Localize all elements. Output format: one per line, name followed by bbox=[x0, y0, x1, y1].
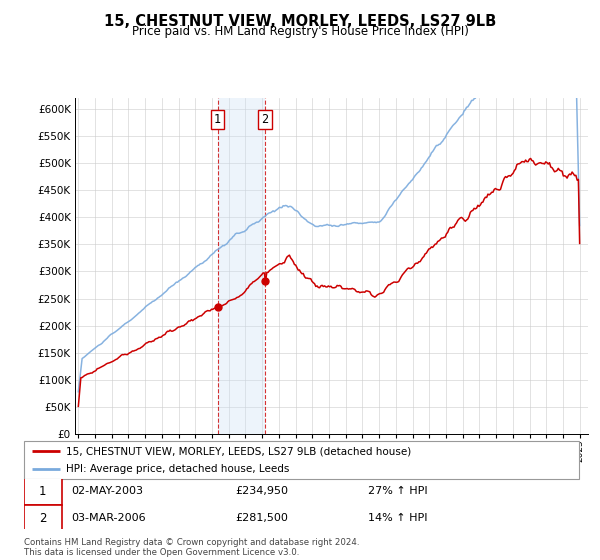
Text: 03-MAR-2006: 03-MAR-2006 bbox=[71, 513, 146, 523]
FancyBboxPatch shape bbox=[24, 478, 62, 505]
Bar bbox=[218, 98, 265, 434]
FancyBboxPatch shape bbox=[24, 505, 62, 531]
Text: 2: 2 bbox=[262, 113, 269, 126]
Text: 15, CHESTNUT VIEW, MORLEY, LEEDS, LS27 9LB (detached house): 15, CHESTNUT VIEW, MORLEY, LEEDS, LS27 9… bbox=[65, 446, 411, 456]
Text: Contains HM Land Registry data © Crown copyright and database right 2024.
This d: Contains HM Land Registry data © Crown c… bbox=[24, 538, 359, 557]
Text: 14% ↑ HPI: 14% ↑ HPI bbox=[368, 513, 428, 523]
Text: 2: 2 bbox=[39, 512, 47, 525]
Text: HPI: Average price, detached house, Leeds: HPI: Average price, detached house, Leed… bbox=[65, 464, 289, 474]
Text: 27% ↑ HPI: 27% ↑ HPI bbox=[368, 487, 428, 496]
Text: 1: 1 bbox=[214, 113, 221, 126]
Text: Price paid vs. HM Land Registry's House Price Index (HPI): Price paid vs. HM Land Registry's House … bbox=[131, 25, 469, 38]
Text: 1: 1 bbox=[39, 485, 47, 498]
Text: £234,950: £234,950 bbox=[235, 487, 288, 496]
Text: 02-MAY-2003: 02-MAY-2003 bbox=[71, 487, 143, 496]
FancyBboxPatch shape bbox=[24, 441, 579, 479]
Text: £281,500: £281,500 bbox=[235, 513, 288, 523]
Text: 15, CHESTNUT VIEW, MORLEY, LEEDS, LS27 9LB: 15, CHESTNUT VIEW, MORLEY, LEEDS, LS27 9… bbox=[104, 14, 496, 29]
